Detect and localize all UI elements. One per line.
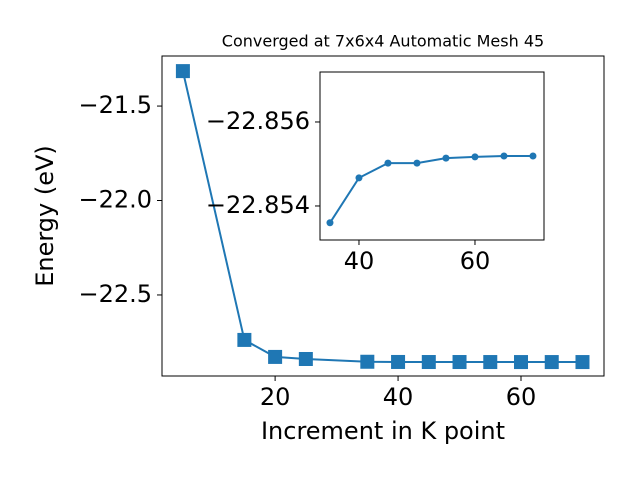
- data-marker: [237, 332, 252, 347]
- y-tick-label: −22.854: [206, 191, 310, 219]
- data-marker: [442, 154, 450, 162]
- data-marker: [391, 354, 406, 369]
- data-marker: [452, 355, 467, 370]
- data-marker: [298, 351, 313, 366]
- data-marker: [575, 355, 590, 370]
- x-tick-label: 60: [460, 247, 491, 275]
- x-tick-label: 40: [383, 383, 414, 411]
- y-tick-label: −22.856: [206, 107, 310, 135]
- data-marker: [326, 219, 334, 227]
- data-marker: [544, 355, 559, 370]
- data-marker: [529, 152, 537, 160]
- data-marker: [514, 355, 529, 370]
- y-tick-label: −22.0: [78, 186, 152, 214]
- data-marker: [268, 349, 283, 364]
- chart-title: Converged at 7x6x4 Automatic Mesh 45: [222, 32, 544, 51]
- y-tick-label: −21.5: [78, 91, 152, 119]
- data-marker: [421, 355, 436, 370]
- data-line: [329, 155, 533, 224]
- x-tick-label: 20: [260, 383, 291, 411]
- y-axis-label: Energy (eV): [31, 145, 59, 287]
- x-axis-label: Increment in K point: [261, 417, 505, 445]
- data-marker: [413, 159, 421, 167]
- x-tick-label: 60: [506, 383, 537, 411]
- data-marker: [500, 152, 508, 160]
- data-marker: [483, 355, 498, 370]
- data-marker: [360, 354, 375, 369]
- x-tick-label: 40: [344, 247, 375, 275]
- data-marker: [384, 159, 392, 167]
- y-tick-label: −22.5: [78, 280, 152, 308]
- data-marker: [175, 64, 190, 79]
- data-marker: [471, 153, 479, 161]
- data-marker: [355, 174, 363, 182]
